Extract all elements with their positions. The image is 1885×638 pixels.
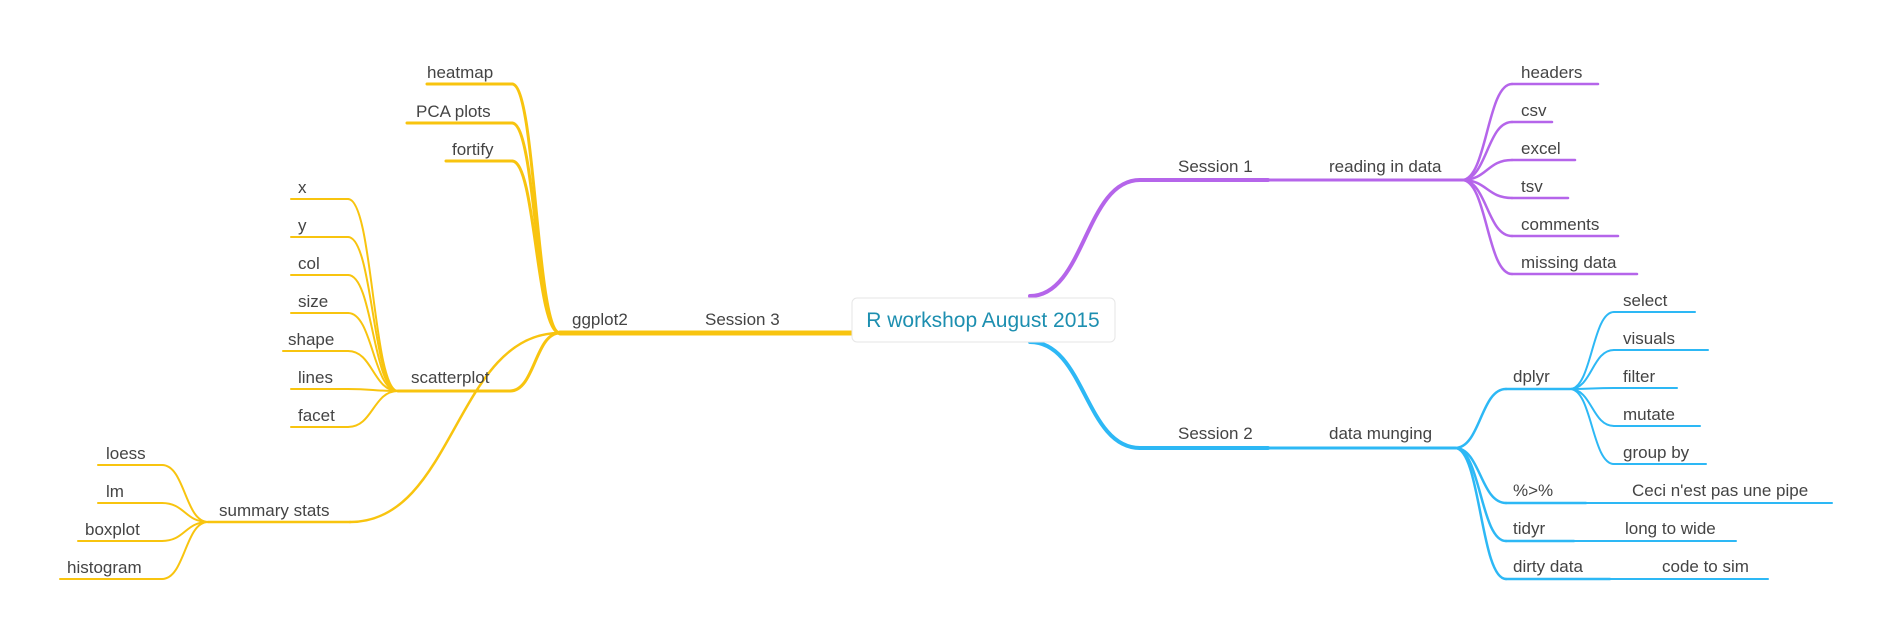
session-2-branch: Session 2 data munging dplyr select visu… (1178, 291, 1808, 576)
node-reading-in-data[interactable]: reading in data (1329, 157, 1442, 176)
node-shape[interactable]: shape (288, 330, 334, 349)
connector-munging-child (1453, 446, 1508, 581)
node-fortify[interactable]: fortify (452, 140, 494, 159)
node-select[interactable]: select (1623, 291, 1668, 310)
node-group-by[interactable]: group by (1623, 443, 1690, 462)
node-ceci-nest-pas-une-pipe[interactable]: Ceci n'est pas une pipe (1632, 481, 1808, 500)
node-mutate[interactable]: mutate (1623, 405, 1675, 424)
node-filter[interactable]: filter (1623, 367, 1655, 386)
connector-dplyr-leaf (1569, 349, 1615, 390)
node-heatmap[interactable]: heatmap (427, 63, 493, 82)
connector-summary-leaf (161, 464, 209, 523)
node-y[interactable]: y (298, 216, 307, 235)
node-facet[interactable]: facet (298, 406, 335, 425)
connector-summary-leaf (161, 521, 209, 580)
node-lm[interactable]: lm (106, 482, 124, 501)
connector-root-session1 (1028, 178, 1142, 298)
connector-munging-dplyr (1453, 387, 1508, 450)
node-x[interactable]: x (298, 178, 307, 197)
connector-dplyr-leaf (1569, 388, 1615, 427)
connector-scatterplot-leaf (347, 312, 399, 392)
node-dirty-data[interactable]: dirty data (1513, 557, 1583, 576)
node-data-munging[interactable]: data munging (1329, 424, 1432, 443)
root-label: R workshop August 2015 (866, 309, 1099, 332)
connector-ggplot2-scatterplot (508, 331, 562, 393)
connector-scatterplot-leaf (347, 390, 399, 428)
connector-ggplot2-summary (348, 331, 562, 524)
session-1-branch: Session 1 reading in data headers csv ex… (1178, 63, 1617, 272)
connector-dplyr-leaf (1569, 387, 1615, 390)
connector-ggplot2-pca (510, 121, 562, 335)
connector-reading-leaf (1460, 178, 1514, 276)
node-comments[interactable]: comments (1521, 215, 1599, 234)
node-session-1[interactable]: Session 1 (1178, 157, 1253, 176)
connector-scatterplot-leaf (347, 274, 399, 392)
node-boxplot[interactable]: boxplot (85, 520, 140, 539)
connector-scatterplot-leaf (347, 198, 399, 392)
node-session-2[interactable]: Session 2 (1178, 424, 1253, 443)
connector-ggplot2-heatmap (510, 82, 562, 335)
node-missing-data[interactable]: missing data (1521, 253, 1617, 272)
node-visuals[interactable]: visuals (1623, 329, 1675, 348)
session-3-branch: Session 3 ggplot2 heatmap PCA plots fort… (67, 63, 780, 577)
node-session-3[interactable]: Session 3 (705, 310, 780, 329)
connector-scatterplot-leaf (347, 350, 399, 392)
node-size[interactable]: size (298, 292, 328, 311)
node-scatterplot[interactable]: scatterplot (411, 368, 490, 387)
node-tsv[interactable]: tsv (1521, 177, 1543, 196)
connector-dplyr-leaf (1569, 388, 1615, 465)
connector-root-session2 (1028, 340, 1142, 450)
node-dplyr[interactable]: dplyr (1513, 367, 1550, 386)
node-pca-plots[interactable]: PCA plots (416, 102, 491, 121)
root-node[interactable]: R workshop August 2015 (851, 297, 1116, 343)
connector-ggplot2-fortify (510, 159, 562, 335)
node-histogram[interactable]: histogram (67, 558, 142, 577)
node-code-to-sim[interactable]: code to sim (1662, 557, 1749, 576)
node-pipe[interactable]: %>% (1513, 481, 1553, 500)
node-excel[interactable]: excel (1521, 139, 1561, 158)
node-headers[interactable]: headers (1521, 63, 1582, 82)
node-lines[interactable]: lines (298, 368, 333, 387)
node-tidyr[interactable]: tidyr (1513, 519, 1545, 538)
connector-munging-child (1453, 446, 1508, 543)
node-ggplot2[interactable]: ggplot2 (572, 310, 628, 329)
node-long-to-wide[interactable]: long to wide (1625, 519, 1716, 538)
node-col[interactable]: col (298, 254, 320, 273)
node-loess[interactable]: loess (106, 444, 146, 463)
connector-scatterplot-leaf (347, 236, 399, 392)
node-csv[interactable]: csv (1521, 101, 1547, 120)
connector-reading-leaf (1460, 82, 1514, 182)
mind-map-connectors (59, 82, 1833, 581)
connector-reading-leaf (1460, 120, 1514, 182)
node-summary-stats[interactable]: summary stats (219, 501, 330, 520)
connector-dplyr-leaf (1569, 311, 1615, 390)
